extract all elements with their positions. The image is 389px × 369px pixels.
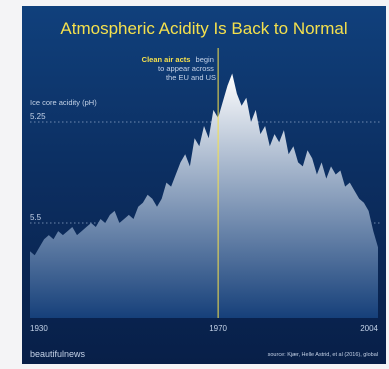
annotation-line-1: begin	[196, 55, 214, 64]
y-tick-label: 5.25	[30, 112, 46, 121]
x-tick-label: 1970	[209, 324, 227, 333]
annotation-line-3: the EU and US	[166, 73, 216, 82]
annotation-highlight: Clean air acts	[142, 55, 191, 64]
x-tick-label: 2004	[360, 324, 378, 333]
y-tick-label: 5.5	[30, 213, 42, 222]
x-tick-label: 1930	[30, 324, 48, 333]
y-axis-label: Ice core acidity (pH)	[30, 98, 97, 107]
chart-card: Atmospheric Acidity Is Back to Normal Ic…	[22, 6, 386, 364]
clean-air-acts-annotation: Clean air acts begin to appear across th…	[142, 55, 216, 82]
annotation-line-2: to appear across	[158, 64, 214, 73]
chart-title: Atmospheric Acidity Is Back to Normal	[60, 19, 347, 38]
brand-logo-text: beautifulnews	[30, 349, 86, 359]
acidity-area-chart: Atmospheric Acidity Is Back to Normal Ic…	[30, 19, 382, 359]
acidity-area-series	[30, 73, 378, 318]
source-citation: source: Kjær, Helle Astrid, et al (2016)…	[268, 352, 378, 358]
